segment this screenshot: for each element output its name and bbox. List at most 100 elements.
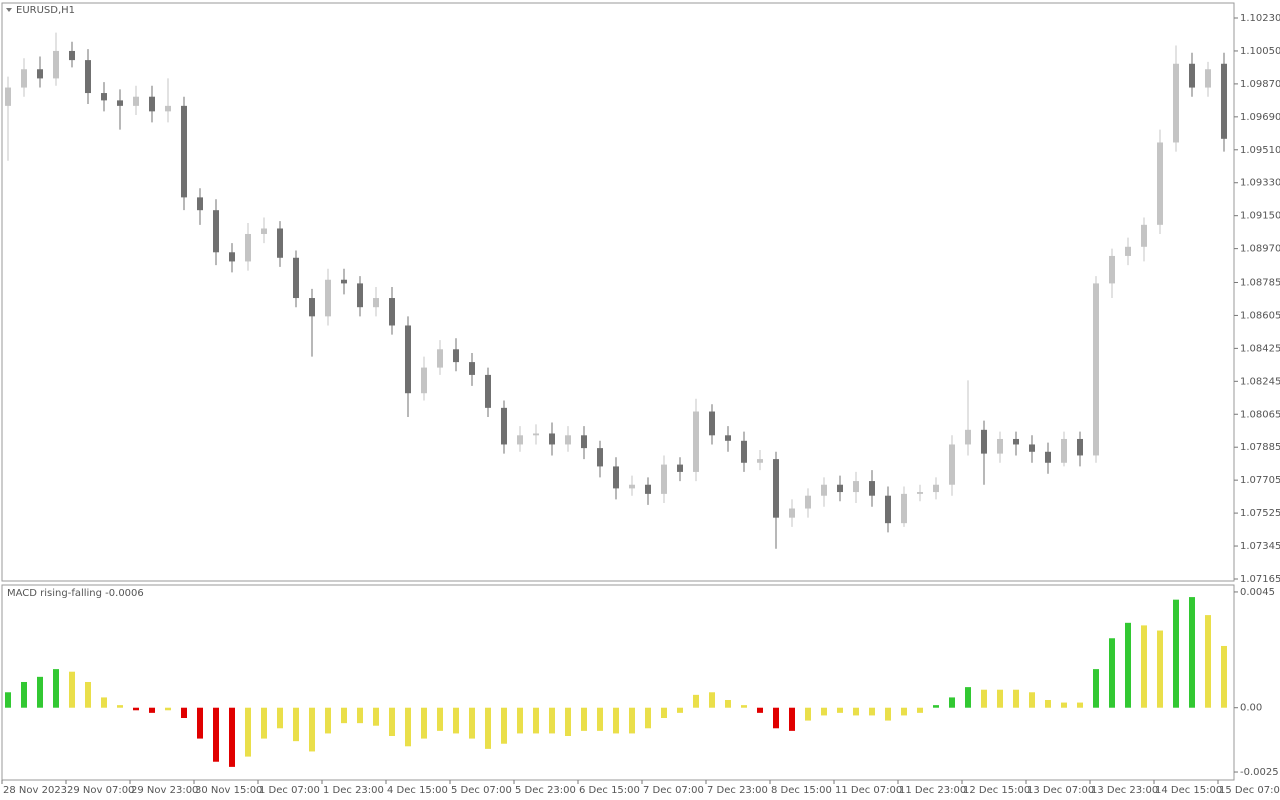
y-tick-label: 1.10230	[1240, 13, 1280, 24]
x-tick-label: 4 Dec 15:00	[387, 785, 448, 796]
histogram-bar	[357, 707, 363, 724]
histogram-bar	[261, 707, 267, 739]
histogram-bar	[565, 707, 571, 737]
histogram-bar	[709, 692, 715, 708]
candle-body	[837, 484, 843, 493]
candle-body	[341, 279, 347, 284]
histogram-bar	[197, 707, 203, 739]
candle-body	[437, 349, 443, 368]
histogram-bar	[1157, 630, 1163, 708]
candle-body	[69, 50, 75, 61]
histogram-bar	[117, 705, 123, 708]
candle-body	[229, 252, 235, 262]
candle-body	[149, 96, 155, 112]
candle-body	[469, 362, 475, 375]
candle-body	[357, 283, 363, 308]
histogram-bar	[693, 694, 699, 708]
candle-body	[133, 96, 139, 106]
y-tick-label: 1.08425	[1240, 343, 1280, 354]
histogram-bar	[629, 707, 635, 734]
y-tick-label: 1.07705	[1240, 475, 1280, 486]
x-tick-label: 13 Dec 23:00	[1091, 785, 1158, 796]
y-tick-label: 1.10050	[1240, 46, 1280, 57]
candle-body	[517, 435, 523, 445]
candle-body	[1029, 444, 1035, 452]
histogram-bar	[533, 707, 539, 734]
candle-body	[677, 464, 683, 472]
candle-body	[693, 411, 699, 472]
histogram-bar	[325, 707, 331, 734]
y-tick-label: 1.09150	[1240, 211, 1280, 222]
histogram-bar	[245, 707, 251, 757]
candle-body	[1189, 63, 1195, 88]
candle-body	[789, 508, 795, 518]
x-tick-label: 28 Nov 2023	[3, 785, 67, 796]
histogram-bar	[805, 707, 811, 721]
candle-body	[21, 69, 27, 88]
y-tick-label: 0.0045	[1240, 587, 1275, 598]
histogram-bar	[725, 699, 731, 708]
histogram-bar	[1013, 689, 1019, 708]
candle-body	[1125, 246, 1131, 256]
candle-body	[981, 429, 987, 454]
x-tick-label: 8 Dec 15:00	[771, 785, 832, 796]
x-tick-label: 5 Dec 07:00	[451, 785, 512, 796]
histogram-bar	[773, 707, 779, 729]
histogram-bar	[1221, 645, 1227, 708]
candle-body	[1141, 224, 1147, 247]
histogram-bar	[309, 707, 315, 752]
indicator-title: MACD rising-falling -0.0006	[7, 588, 144, 599]
histogram-bar	[405, 707, 411, 747]
histogram-bar	[757, 707, 763, 713]
candle-body	[5, 87, 11, 106]
candle-body	[533, 433, 539, 436]
histogram-bar	[277, 707, 283, 729]
histogram-bar	[389, 707, 395, 737]
x-tick-label: 5 Dec 23:00	[515, 785, 576, 796]
candle-body	[1077, 438, 1083, 456]
histogram-bar	[133, 707, 139, 711]
histogram-bar	[1029, 692, 1035, 708]
histogram-bar	[645, 707, 651, 729]
candle-body	[773, 459, 779, 518]
candle-body	[293, 257, 299, 299]
histogram-bar	[229, 707, 235, 767]
candle-body	[421, 367, 427, 394]
histogram-bar	[997, 689, 1003, 708]
y-tick-label: 1.08785	[1240, 277, 1280, 288]
candle-body	[965, 429, 971, 445]
candle-body	[389, 298, 395, 326]
candle-body	[165, 105, 171, 112]
histogram-bar	[869, 707, 875, 716]
histogram-bar	[821, 707, 827, 716]
histogram-bar	[1189, 597, 1195, 708]
x-tick-label: 29 Nov 07:00	[67, 785, 134, 796]
histogram-bar	[293, 707, 299, 742]
chart-title: EURUSD,H1	[16, 5, 75, 16]
histogram-bar	[85, 681, 91, 708]
candle-body	[741, 440, 747, 463]
histogram-bar	[1061, 702, 1067, 708]
candle-body	[101, 93, 107, 101]
histogram-bar	[1125, 622, 1131, 708]
histogram-bar	[517, 707, 523, 734]
histogram-bar	[981, 689, 987, 708]
y-tick-label: 1.08065	[1240, 409, 1280, 420]
histogram-bar	[1173, 599, 1179, 708]
histogram-bar	[1093, 669, 1099, 708]
macd-pane	[1, 584, 1235, 781]
candle-body	[757, 459, 763, 463]
candle-body	[613, 466, 619, 489]
histogram-bar	[181, 707, 187, 719]
histogram-bar	[597, 707, 603, 731]
histogram-bar	[661, 707, 667, 719]
histogram-bar	[581, 707, 587, 731]
y-tick-label: 1.08245	[1240, 376, 1280, 387]
candle-body	[549, 433, 555, 445]
candle-body	[1093, 283, 1099, 456]
histogram-bar	[853, 707, 859, 716]
candle-body	[917, 492, 923, 494]
x-tick-label: 12 Dec 15:00	[963, 785, 1030, 796]
collapse-icon[interactable]	[6, 8, 12, 12]
